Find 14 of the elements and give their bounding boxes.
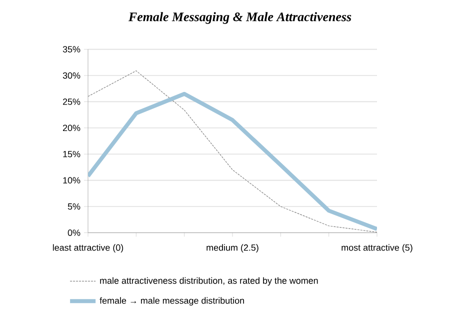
y-tick-label: 5%	[68, 203, 80, 210]
x-tick-label: medium (2.5)	[206, 244, 258, 253]
legend-label: female → male message distribution	[100, 297, 244, 306]
y-tick-label: 20%	[63, 124, 80, 132]
y-tick-label: 30%	[62, 72, 80, 79]
x-tick-label: least attractive (0)	[52, 244, 124, 253]
y-tick-label: 0%	[68, 230, 80, 236]
y-tick-label: 15%	[63, 150, 80, 158]
legend-label: male attractiveness distribution, as rated by the women	[100, 277, 318, 286]
y-tick-label: 25%	[63, 98, 80, 105]
y-tick-label: 10%	[63, 177, 80, 184]
chart-title: Female Messaging & Male Attractiveness	[128, 12, 352, 24]
x-tick-label: most attractive (5)	[342, 244, 412, 253]
y-tick-label: 35%	[62, 46, 80, 52]
